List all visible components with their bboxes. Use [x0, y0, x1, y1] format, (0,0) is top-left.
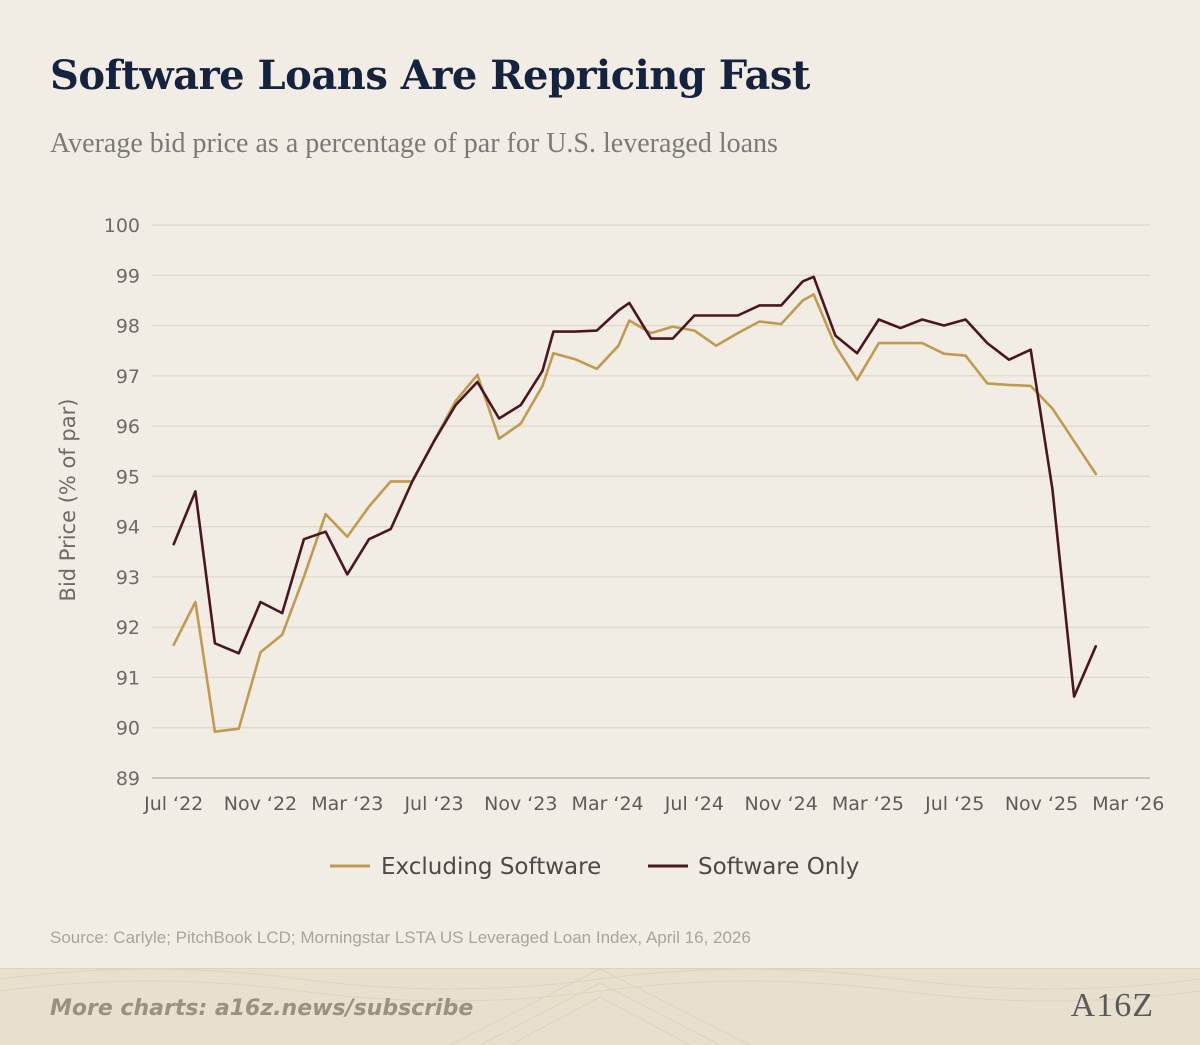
- series-lines: [172, 275, 1098, 733]
- y-tick-label: 98: [116, 316, 140, 338]
- a16z-logo: A16Z: [1070, 987, 1154, 1024]
- x-tick-label: Mar ‘24: [572, 793, 644, 815]
- chart-subtitle: Average bid price as a percentage of par…: [50, 128, 778, 159]
- legend-item: Excluding Software: [330, 854, 601, 880]
- legend-item: Software Only: [648, 854, 859, 880]
- gridlines: [152, 224, 1150, 779]
- x-tick-label: Nov ‘25: [1005, 793, 1078, 815]
- footer-bar: More charts: a16z.news/subscribe A16Z: [0, 968, 1200, 1045]
- y-tick-label: 94: [116, 517, 140, 539]
- legend: Excluding Software Software Only: [330, 854, 859, 880]
- x-tick-label: Mar ‘25: [832, 793, 904, 815]
- y-tick-label: 97: [116, 366, 140, 388]
- x-tick-label: Mar ‘23: [311, 793, 383, 815]
- x-tick-label: Nov ‘24: [745, 793, 818, 815]
- x-tick-label: Nov ‘23: [484, 793, 557, 815]
- x-tick-label: Nov ‘22: [224, 793, 297, 815]
- y-tick-label: 95: [116, 466, 140, 488]
- x-tick-label: Jul ‘22: [143, 793, 203, 815]
- y-tick-label: 96: [116, 416, 140, 438]
- y-axis-ticks: 89 90 91 92 93 94 95 96 97 98 99 100: [104, 215, 140, 790]
- y-tick-label: 99: [116, 265, 140, 287]
- y-tick-label: 91: [116, 667, 140, 689]
- footer-cta[interactable]: More charts: a16z.news/subscribe: [50, 996, 474, 1021]
- line-chart: 89 90 91 92 93 94 95 96 97 98 99 100 Jul ‘22 Nov ‘22…: [56, 215, 1164, 880]
- chart-title: Software Loans Are Repricing Fast: [50, 52, 810, 99]
- source-note: Source: Carlyle; PitchBook LCD; Mornings…: [50, 928, 751, 947]
- y-tick-label: 90: [116, 718, 140, 740]
- series-line-software-only: [172, 275, 1098, 698]
- x-tick-label: Jul ‘23: [403, 793, 463, 815]
- x-tick-label: Jul ‘25: [924, 793, 984, 815]
- y-axis-label: Bid Price (% of par): [56, 399, 80, 602]
- x-axis-ticks: Jul ‘22 Nov ‘22 Mar ‘23 Jul ‘23 Nov ‘23 Mar ‘…: [143, 793, 1164, 815]
- y-tick-label: 92: [116, 617, 140, 639]
- footer-pattern: [0, 969, 1200, 1045]
- legend-label: Excluding Software: [381, 854, 601, 880]
- y-tick-label: 89: [116, 768, 140, 790]
- y-tick-label: 100: [104, 215, 140, 237]
- x-tick-label: Mar ‘26: [1092, 793, 1164, 815]
- legend-label: Software Only: [698, 854, 859, 880]
- y-tick-label: 93: [116, 567, 140, 589]
- x-tick-label: Jul ‘24: [664, 793, 724, 815]
- series-line-excluding-software: [172, 293, 1098, 733]
